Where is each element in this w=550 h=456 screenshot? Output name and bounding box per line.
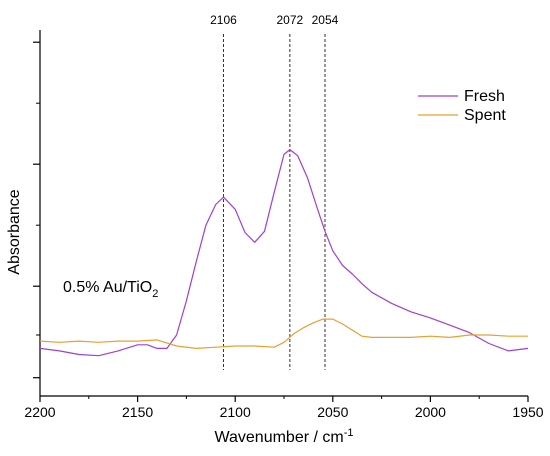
y-axis-label: Absorbance: [6, 189, 23, 274]
y-axis-ticks: [33, 41, 40, 379]
x-tick-label: 2000: [415, 404, 446, 420]
series-line-fresh: [39, 149, 529, 357]
series-layer: [39, 149, 529, 357]
x-tick-label: 2150: [122, 404, 153, 420]
x-tick-label: 2200: [24, 404, 55, 420]
x-axis-ticks: 2200 2150 2100 2050 2000 1950: [24, 396, 544, 420]
x-tick-label: 1950: [512, 404, 543, 420]
reference-label-2106: 2106: [210, 13, 237, 27]
x-tick-label: 2100: [220, 404, 251, 420]
reference-label-2054: 2054: [312, 13, 339, 27]
legend-label-spent: Spent: [464, 107, 506, 124]
reference-label-2072: 2072: [277, 13, 304, 27]
legend: Fresh Spent: [418, 88, 506, 124]
reference-lines: 2106 2072 2054: [210, 13, 339, 370]
sample-annotation: 0.5% Au/TiO2: [63, 279, 158, 300]
x-tick-label: 2050: [317, 404, 348, 420]
series-line-spent: [39, 318, 528, 349]
x-axis-label: Wavenumber / cm-1: [215, 427, 354, 446]
legend-label-fresh: Fresh: [464, 88, 505, 105]
